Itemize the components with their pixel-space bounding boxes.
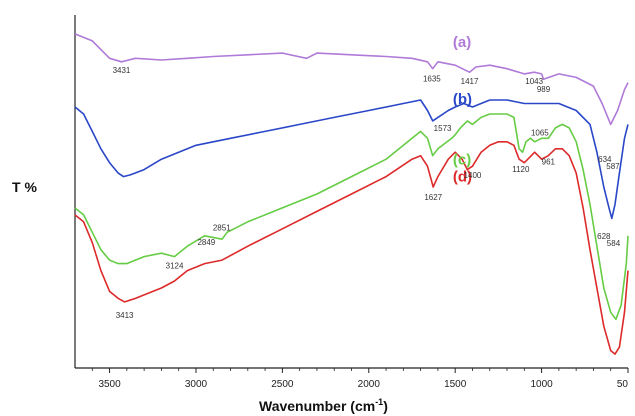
- x-tick-label: 50: [617, 379, 629, 390]
- series-labels: (a) (b) (c)(d): [453, 34, 472, 185]
- series-lines: [74, 33, 629, 355]
- peak-label: 634: [598, 155, 612, 164]
- y-axis-title: T %: [12, 179, 37, 195]
- series-label-0: (a): [453, 34, 471, 51]
- series-line-3: [74, 141, 629, 355]
- peak-label: 1400: [464, 171, 482, 180]
- series-label-3: (d): [453, 169, 472, 186]
- peak-label: 1627: [424, 193, 442, 202]
- x-tick-label: 3000: [185, 379, 208, 390]
- series-line-1: [74, 99, 629, 220]
- x-tick-label: 1500: [444, 379, 467, 390]
- x-tick-label: 1000: [530, 379, 553, 390]
- peak-label: 1120: [512, 165, 530, 174]
- x-ticks: 3500 3000 2500 2000 1500 1000 50: [91, 368, 629, 390]
- x-axis-title: Wavenumber (cm-1): [259, 397, 388, 414]
- x-tick-label: 3500: [98, 379, 121, 390]
- peak-label: 3413: [116, 311, 134, 320]
- peak-label: 587: [606, 162, 620, 171]
- peak-label: 3124: [166, 262, 184, 271]
- peak-label: 989: [537, 85, 551, 94]
- x-tick-label: 2500: [271, 379, 294, 390]
- peak-label: 3431: [113, 66, 131, 75]
- peak-label: 1065: [531, 128, 549, 137]
- series-line-2: [74, 113, 629, 321]
- peak-label: 584: [607, 239, 621, 248]
- peak-label: 2849: [197, 238, 215, 247]
- peak-label: 628: [597, 232, 611, 241]
- peak-label: 961: [542, 158, 556, 167]
- peak-label: 1573: [434, 124, 452, 133]
- series-label-2: (c): [453, 151, 471, 168]
- axes: [74, 15, 628, 369]
- x-tick-label: 2000: [358, 379, 381, 390]
- series-label-1: (b): [453, 91, 472, 108]
- series-line-0: [74, 33, 629, 126]
- x-axis-title-main: Wavenumber (cm: [259, 398, 375, 414]
- peak-label: 1417: [461, 77, 479, 86]
- peak-label: 2851: [213, 223, 231, 232]
- x-axis-title-close: ): [383, 398, 388, 414]
- peak-label: 1635: [423, 75, 441, 84]
- x-axis-title-sup: -1: [375, 397, 383, 407]
- peak-label: 1043: [525, 77, 543, 86]
